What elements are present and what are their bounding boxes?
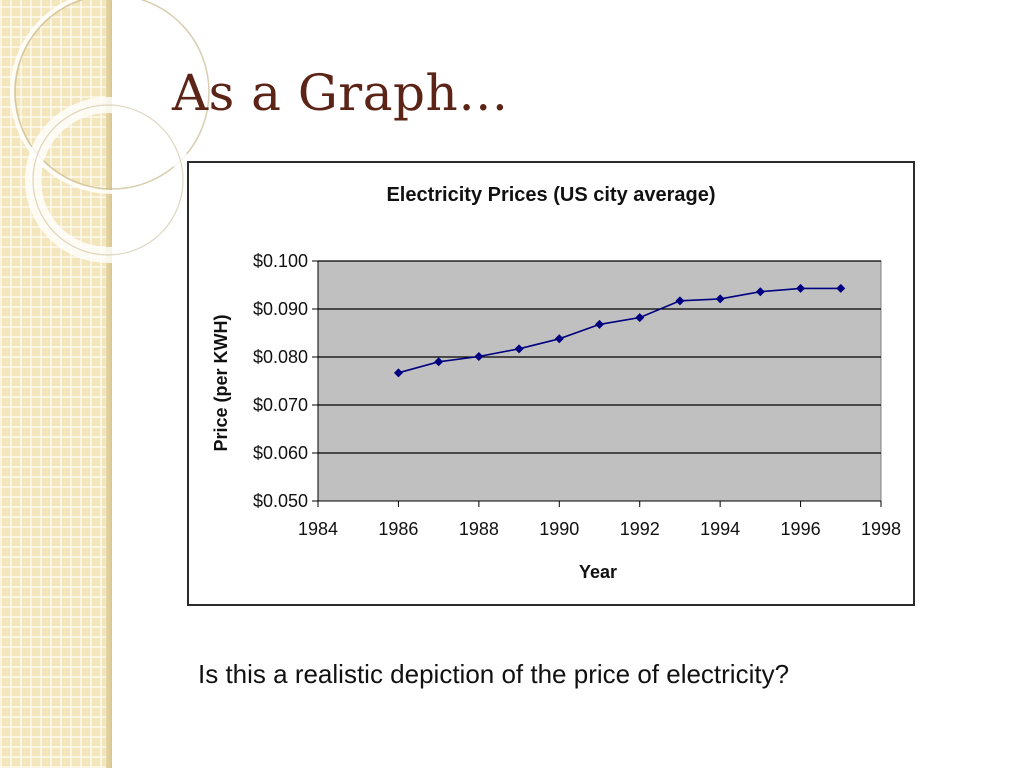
data-point-marker xyxy=(474,352,484,362)
line-chart: $0.050 $0.060 $0.070 $0.080 $0.090 $0.100 1984… xyxy=(211,184,901,582)
y-tick-label: $0.070 xyxy=(253,395,308,415)
x-tick-label: 1998 xyxy=(861,519,901,539)
x-tick-label: 1992 xyxy=(620,519,660,539)
y-axis-label: Price (per KWH) xyxy=(211,314,231,451)
series-line xyxy=(398,287,841,374)
data-point-marker xyxy=(595,319,604,329)
data-point-marker xyxy=(514,344,524,354)
y-tick-label: $0.080 xyxy=(253,347,308,367)
x-tick-label: 1990 xyxy=(539,519,579,539)
data-point-marker xyxy=(715,294,725,304)
decorative-rings xyxy=(10,0,214,263)
data-point-marker xyxy=(635,313,645,323)
x-tick-label: 1994 xyxy=(700,519,740,539)
data-point-marker xyxy=(554,334,564,344)
y-tick-label: $0.090 xyxy=(253,299,308,319)
y-tick-label: $0.100 xyxy=(253,251,308,271)
slide-caption: Is this a realistic depiction of the pri… xyxy=(198,659,790,689)
x-tick-label: 1986 xyxy=(378,519,418,539)
slide-title: As a Graph… xyxy=(172,64,509,122)
plot-area xyxy=(317,260,882,502)
chart-frame: $0.050 $0.060 $0.070 $0.080 $0.090 $0.100 1984… xyxy=(187,161,915,606)
y-tick-label: $0.060 xyxy=(253,443,308,463)
data-point-marker xyxy=(675,296,685,306)
x-tick-label: 1984 xyxy=(298,519,338,539)
side-strip-edge xyxy=(106,0,112,768)
x-tick-label: 1988 xyxy=(459,519,499,539)
data-point-marker xyxy=(434,357,444,367)
data-point-marker xyxy=(796,283,806,293)
chart-title: Electricity Prices (US city average) xyxy=(386,184,715,206)
data-point-marker xyxy=(755,287,765,297)
data-point-marker xyxy=(393,368,403,378)
y-tick-label: $0.050 xyxy=(253,491,308,511)
x-axis-label: Year xyxy=(579,562,617,582)
x-tick-label: 1996 xyxy=(781,519,821,539)
data-point-marker xyxy=(836,283,846,293)
